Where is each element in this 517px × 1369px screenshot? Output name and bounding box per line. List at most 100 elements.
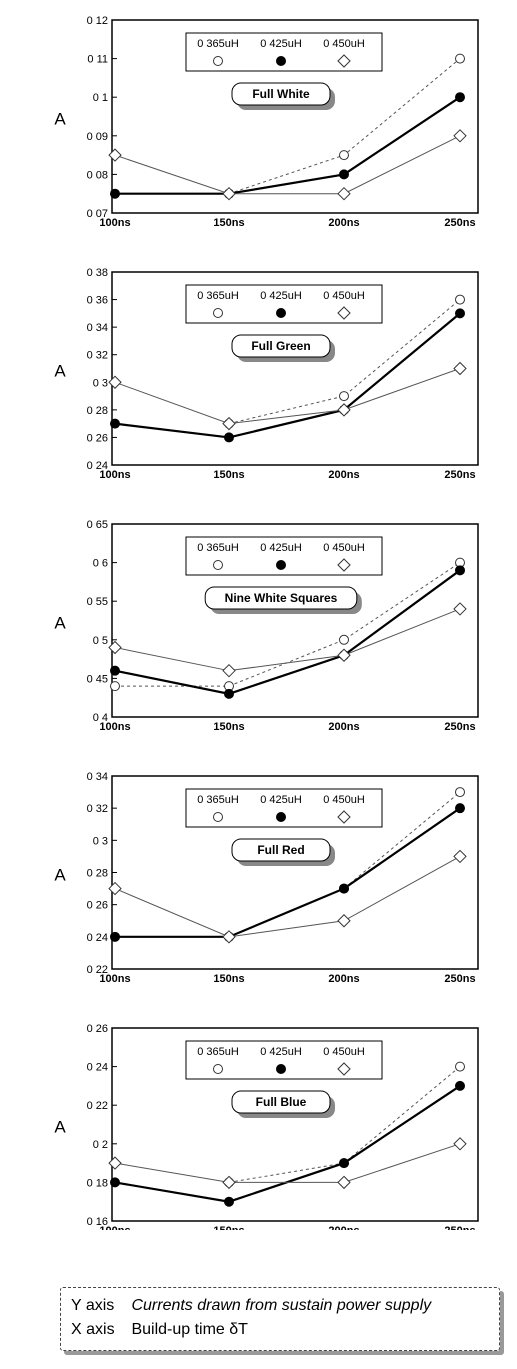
series-line-2 xyxy=(114,368,461,425)
legend-entry: 0 450uH xyxy=(323,1046,365,1058)
legend-marker xyxy=(213,308,223,318)
x-tick-label: 250ns xyxy=(444,469,475,481)
y-tick-label: 0 18 xyxy=(87,1177,108,1189)
series-line-1 xyxy=(115,96,461,195)
y-tick-label: 0 26 xyxy=(87,432,108,444)
data-point xyxy=(453,602,467,616)
x-tick-label: 250ns xyxy=(444,217,475,229)
y-tick-label: 0 65 xyxy=(87,519,108,531)
data-point xyxy=(222,930,236,944)
title-badge xyxy=(204,586,358,610)
y-tick-label: 0 6 xyxy=(93,558,108,570)
legend-marker xyxy=(276,308,286,318)
chart-title: Nine White Squares xyxy=(225,591,338,605)
series-line-0 xyxy=(228,299,461,425)
legend-entry: 0 450uH xyxy=(323,290,365,302)
y-tick-label: 0 55 xyxy=(87,596,108,608)
y-tick-label: 0 34 xyxy=(87,322,108,334)
data-point xyxy=(110,188,120,199)
legend-marker xyxy=(337,54,351,68)
y-axis-label: A xyxy=(54,362,66,381)
data-point xyxy=(222,186,236,201)
y-tick-label: 0 24 xyxy=(87,932,108,944)
chart-stack: 0 07 0 08 0 09 0 1 0 11 0 12 100ns 150ns 200ns 25… xyxy=(54,15,479,1230)
chart-panel-4: 0 16 0 18 0 2 0 22 0 24 0 26 100ns 150ns 200ns 25… xyxy=(54,1023,479,1230)
data-point xyxy=(337,648,351,662)
chart-title: Full Red xyxy=(257,843,304,857)
legend-entry: 0 450uH xyxy=(323,542,365,554)
x-tick-label: 250ns xyxy=(444,1225,475,1230)
legend-entry: 0 425uH xyxy=(260,542,302,554)
y-tick-label: 0 28 xyxy=(87,405,108,417)
series-line-1 xyxy=(115,807,461,938)
data-point xyxy=(337,914,351,928)
y-tick-label: 0 4 xyxy=(93,712,108,724)
y-tick-label: 0 38 xyxy=(87,267,108,279)
caption-x-row: X axis Build-up time δT xyxy=(71,1318,489,1342)
y-tick-label: 0 3 xyxy=(93,835,108,847)
chart-panel-3: 0 22 0 24 0 26 0 28 0 3 0 32 0 34 100ns 150ns 200… xyxy=(54,771,479,985)
legend-marker xyxy=(337,1062,351,1076)
legend-marker xyxy=(213,56,223,66)
x-tick-label: 200ns xyxy=(328,469,359,481)
plot-frame xyxy=(111,271,479,466)
legend-entry: 0 365uH xyxy=(197,542,239,554)
y-tick-label: 0 1 xyxy=(93,92,108,104)
y-axis-label: A xyxy=(54,110,66,129)
legend-entry: 0 450uH xyxy=(323,794,365,806)
y-tick-label: 0 11 xyxy=(87,54,108,66)
series-line-2 xyxy=(114,135,461,195)
data-point xyxy=(455,565,465,576)
legend-entry: 0 425uH xyxy=(260,1046,302,1058)
data-point xyxy=(108,375,122,389)
series-line-2 xyxy=(114,608,461,672)
caption-x-text: Build-up time δT xyxy=(131,1321,248,1338)
y-tick-label: 0 16 xyxy=(87,1216,108,1228)
caption-x-key: X axis xyxy=(71,1321,115,1338)
title-badge xyxy=(231,82,331,106)
data-point xyxy=(339,1158,349,1169)
x-tick-label: 150ns xyxy=(213,973,244,985)
legend-marker xyxy=(337,810,351,824)
data-point xyxy=(337,403,351,417)
y-tick-label: 0 08 xyxy=(87,169,108,181)
x-tick-label: 250ns xyxy=(444,721,475,733)
legend-marker xyxy=(213,1064,223,1074)
y-tick-label: 0 09 xyxy=(87,131,108,143)
data-point xyxy=(108,148,122,162)
y-tick-label: 0 24 xyxy=(87,1062,108,1074)
x-tick-label: 100ns xyxy=(99,1225,130,1230)
data-point xyxy=(455,294,465,305)
data-point xyxy=(224,688,234,699)
chart-panel-2: 0 4 0 45 0 5 0 55 0 6 0 65 100ns 150ns 200ns 250n… xyxy=(54,519,479,733)
legend-marker xyxy=(213,812,223,822)
legend-entry: 0 425uH xyxy=(260,38,302,50)
y-tick-label: 0 22 xyxy=(87,964,108,976)
y-tick-label: 0 36 xyxy=(87,295,108,307)
data-point xyxy=(455,787,465,798)
x-tick-label: 100ns xyxy=(99,721,130,733)
data-point xyxy=(339,391,349,402)
data-point xyxy=(339,169,349,180)
y-tick-label: 0 24 xyxy=(87,460,108,472)
data-point xyxy=(455,1080,465,1091)
legend-marker xyxy=(337,558,351,572)
chart-panel-1: 0 24 0 26 0 28 0 3 0 32 0 34 0 36 0 38 100ns 150n… xyxy=(54,267,479,481)
data-point xyxy=(222,416,236,431)
x-tick-label: 200ns xyxy=(328,1225,359,1230)
y-tick-label: 0 3 xyxy=(93,377,108,389)
y-tick-label: 0 32 xyxy=(87,350,108,362)
axis-caption-box: Y axis Currents drawn from sustain power… xyxy=(60,1287,500,1351)
series-line-2 xyxy=(114,855,461,938)
data-point xyxy=(108,640,122,655)
data-point xyxy=(222,663,236,678)
chart-title: Full White xyxy=(252,87,310,101)
legend-marker xyxy=(276,812,286,822)
data-point xyxy=(337,186,351,201)
title-badge xyxy=(231,838,331,862)
data-point xyxy=(337,1175,351,1190)
data-point xyxy=(453,361,467,376)
chart-title: Full Green xyxy=(251,339,310,353)
legend-marker xyxy=(337,306,351,320)
data-point xyxy=(455,803,465,814)
